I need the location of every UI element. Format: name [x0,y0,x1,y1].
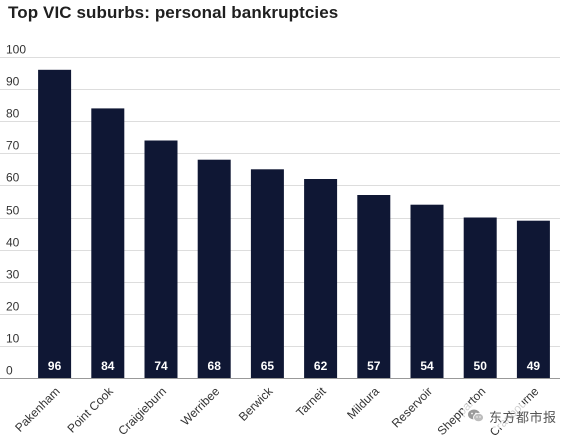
y-tick-label: 40 [6,236,20,250]
x-category-label: Craigieburn [115,384,169,438]
bar-value-label: 96 [48,359,62,373]
bar-berwick [250,169,284,378]
bars: 96 84 74 68 65 62 57 54 50 49 [38,69,550,379]
bar-value-label: 54 [420,359,434,373]
bar-value-label: 84 [101,359,115,373]
bar-point-cook [91,108,125,379]
bar-value-label: 57 [367,359,381,373]
bar-value-label: 50 [474,359,488,373]
y-tick-label: 70 [6,139,20,153]
bar-value-label: 65 [261,359,275,373]
bar-value-label: 62 [314,359,328,373]
y-tick-label: 90 [6,75,20,89]
y-tick-label: 10 [6,332,20,346]
bar-pakenham [38,69,72,379]
bar-value-label: 74 [154,359,168,373]
bar-mildura [357,195,391,378]
x-category-label: Point Cook [65,384,117,436]
x-category-label: Mildura [344,384,382,422]
y-axis-ticks: 0 10 20 30 40 50 60 70 80 90 100 [6,43,26,378]
bar-reservoir [410,204,444,378]
bar-value-label: 49 [527,359,541,373]
wechat-icon [468,409,484,423]
y-tick-label: 100 [6,43,26,57]
y-tick-label: 80 [6,107,20,121]
watermark-text: 东方都市报 [489,410,557,426]
bar-shepparton [463,217,497,378]
watermark: 东方都市报 [463,404,567,428]
x-category-label: Pakenham [12,384,62,434]
y-tick-label: 30 [6,268,20,282]
x-category-label: Reservoir [389,384,435,430]
x-category-label: Berwick [236,384,276,424]
bar-tarneit [304,179,338,378]
y-tick-label: 20 [6,300,20,314]
bar-craigieburn [144,140,178,378]
y-tick-label: 50 [6,204,20,218]
y-tick-label: 60 [6,171,20,185]
x-category-label: Werribee [178,384,222,428]
y-tick-label: 0 [6,364,13,378]
bar-werribee [197,159,231,378]
bar-value-label: 68 [208,359,222,373]
bar-cranbourne [516,220,550,378]
x-category-label: Tarneit [293,384,329,420]
chart-title: Top VIC suburbs: personal bankruptcies [8,3,339,22]
